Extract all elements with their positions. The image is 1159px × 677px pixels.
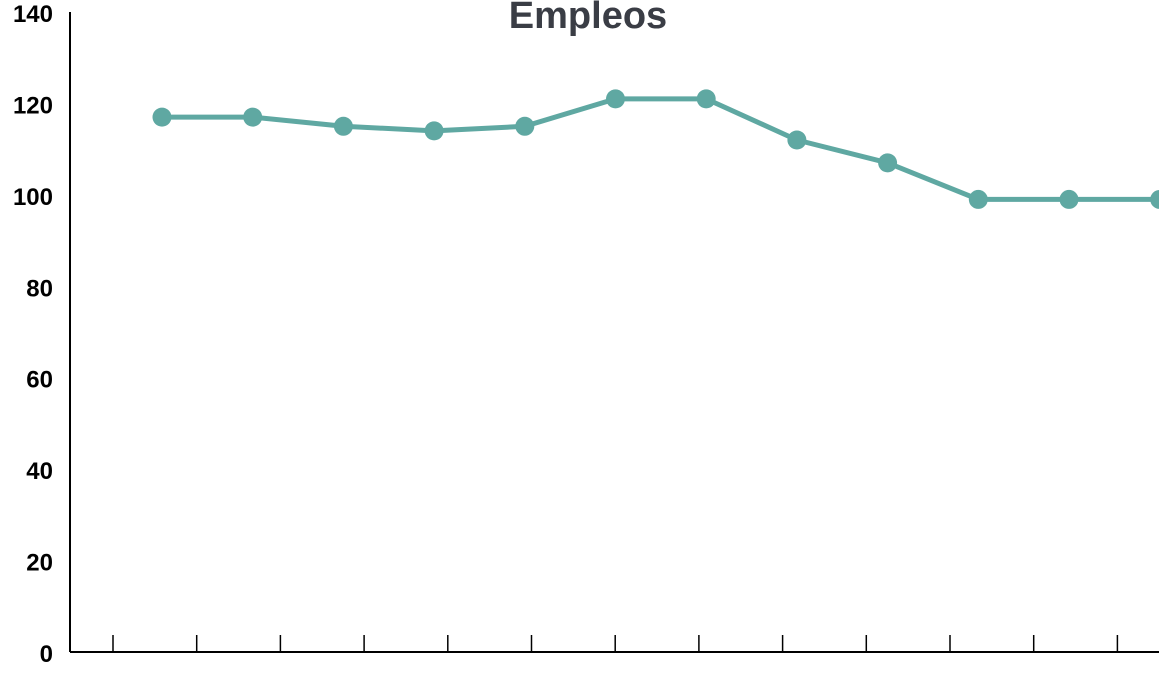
y-axis: 0 20 40 60 80 100 120 140 (13, 1, 71, 668)
y-tick-label: 20 (26, 550, 53, 577)
data-point (152, 107, 172, 127)
data-point (696, 89, 716, 109)
data-point (1150, 189, 1159, 209)
y-tick-label: 100 (13, 184, 53, 211)
data-point (878, 153, 898, 173)
y-tick-label: 140 (13, 1, 53, 28)
chart-title: Empleos (509, 0, 667, 37)
y-tick-label: 120 (13, 92, 53, 119)
data-point (1059, 189, 1079, 209)
series-layer (152, 89, 1159, 209)
data-point (424, 121, 444, 141)
y-tick-label: 40 (26, 458, 53, 485)
data-point (787, 130, 807, 150)
y-tick-label: 0 (40, 641, 53, 668)
series-line (159, 96, 1159, 202)
data-point (606, 89, 625, 109)
y-tick-label: 60 (26, 367, 53, 394)
data-point (333, 116, 353, 136)
y-tick-label: 80 (26, 275, 53, 302)
data-point (243, 107, 263, 127)
data-point (968, 189, 988, 209)
x-axis (70, 635, 1159, 653)
data-point (515, 116, 535, 136)
